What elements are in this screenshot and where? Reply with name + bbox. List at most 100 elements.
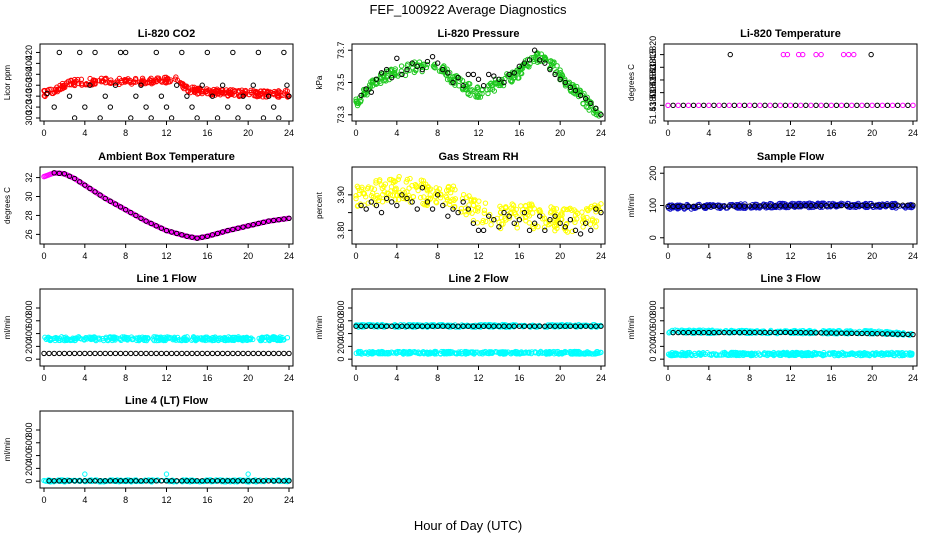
data-point	[68, 82, 75, 88]
data-point	[429, 206, 436, 212]
data-point	[455, 74, 461, 81]
data-point	[541, 350, 547, 356]
data-point	[379, 191, 386, 198]
data-point	[424, 199, 431, 205]
data-point	[353, 350, 360, 356]
data-point	[798, 329, 804, 336]
data-point	[107, 334, 113, 340]
data-point	[51, 104, 57, 110]
x-tick-label: 20	[243, 251, 253, 261]
data-point	[745, 351, 751, 358]
data-point	[894, 202, 901, 208]
y-tick-label: 51.43820	[648, 36, 658, 74]
data-point	[437, 195, 444, 201]
data-point	[179, 478, 185, 484]
data-point	[695, 329, 702, 336]
data-point	[219, 229, 226, 235]
data-point	[358, 323, 364, 329]
data-point	[424, 61, 430, 68]
data-layer	[353, 173, 604, 237]
data-point	[486, 71, 492, 78]
data-point	[560, 207, 566, 213]
x-tick-label: 8	[747, 251, 752, 261]
data-point	[777, 102, 783, 109]
data-point	[281, 49, 287, 56]
data-point	[680, 203, 687, 210]
data-point	[63, 337, 70, 343]
data-point	[265, 93, 272, 99]
data-point	[711, 329, 717, 336]
data-point	[746, 203, 753, 209]
data-point	[56, 170, 63, 177]
data-point	[553, 206, 560, 212]
data-point	[589, 217, 596, 224]
x-tick-label: 20	[867, 128, 877, 138]
data-point	[245, 223, 251, 229]
data-point	[286, 350, 292, 357]
y-tick-label: 73.3	[336, 106, 346, 124]
y-tick-label: 200	[648, 339, 658, 354]
data-point	[158, 478, 165, 484]
y-tick-label: 51.43815	[648, 49, 658, 87]
data-point	[582, 220, 589, 226]
data-point	[573, 209, 579, 215]
data-point	[240, 478, 246, 484]
data-point	[132, 75, 139, 82]
data-point	[261, 88, 267, 94]
data-point	[245, 104, 251, 110]
data-point	[365, 184, 372, 190]
data-point	[572, 323, 579, 329]
data-point	[259, 336, 265, 342]
data-point	[465, 206, 471, 212]
data-point	[51, 170, 57, 176]
y-tick-label: 51.43805	[648, 74, 658, 112]
data-point	[438, 191, 444, 197]
data-point	[434, 323, 441, 329]
series-yellow	[353, 173, 604, 235]
data-point	[82, 350, 88, 357]
data-point	[580, 100, 586, 107]
data-point	[394, 348, 401, 355]
data-point	[398, 68, 405, 74]
data-layer	[41, 170, 292, 241]
data-point	[823, 330, 829, 336]
data-point	[72, 82, 78, 89]
x-tick-label: 4	[706, 373, 711, 383]
data-point	[822, 352, 829, 358]
data-point	[274, 94, 281, 100]
data-point	[49, 478, 55, 484]
data-layer	[41, 49, 292, 120]
data-point	[399, 192, 405, 198]
x-tick-label: 12	[473, 373, 483, 383]
y-tick-label: 800	[24, 422, 34, 437]
data-point	[818, 102, 824, 109]
data-point	[102, 350, 108, 357]
x-tick-label: 12	[785, 373, 795, 383]
y-tick-label: 200	[24, 461, 34, 476]
data-point	[128, 79, 134, 85]
data-point	[156, 337, 162, 344]
data-point	[716, 102, 722, 109]
series-black	[46, 478, 292, 484]
data-point	[459, 195, 466, 202]
data-point	[235, 478, 241, 484]
x-tick-label: 8	[747, 128, 752, 138]
data-point	[409, 199, 415, 205]
data-point	[276, 115, 282, 120]
x-tick-label: 12	[785, 251, 795, 261]
data-point	[465, 323, 471, 329]
data-point	[537, 57, 543, 63]
data-point	[792, 203, 799, 209]
data-point	[894, 331, 901, 337]
y-tick-label: 100	[648, 198, 658, 213]
data-point	[716, 329, 722, 336]
data-point	[112, 82, 119, 88]
data-point	[164, 76, 171, 83]
x-tick-label: 24	[908, 128, 918, 138]
data-point	[181, 337, 188, 343]
data-point	[92, 49, 98, 56]
data-point	[486, 213, 492, 219]
y-tick-label: 30	[24, 191, 34, 201]
data-point	[107, 350, 114, 357]
data-point	[690, 102, 697, 109]
